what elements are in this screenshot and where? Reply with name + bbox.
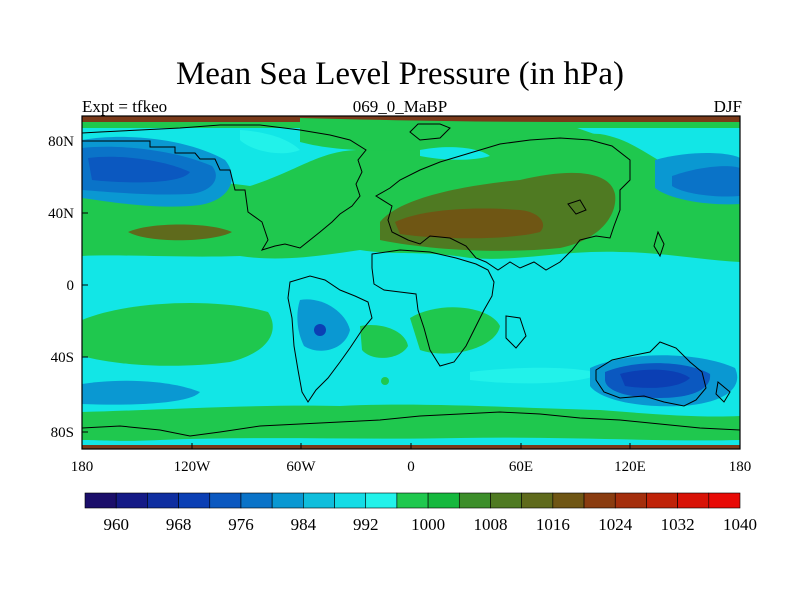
colorbar-swatch [521,492,554,509]
coast-australia [595,341,707,407]
map-tick-marks [81,140,741,449]
x-tick-180W: 180 [71,459,94,475]
colorbar-label-984: 984 [291,515,317,534]
colorbar-label-1040: 1040 [723,515,757,534]
colorbar-label-1008: 1008 [473,515,507,534]
colorbar-swatch [708,492,741,509]
colorbar-swatch [209,492,242,509]
colorbar-label-968: 968 [166,515,192,534]
chart-title: Mean Sea Level Pressure (in hPa) [175,56,625,92]
x-tick-120W: 120W [174,459,212,475]
colorbar-swatch [552,492,585,509]
colorbar-label-1032: 1032 [661,515,695,534]
field-arctic-green [300,118,600,151]
colorbar-label-992: 992 [353,515,379,534]
colorbar-swatch [334,492,367,509]
colorbar-swatch [614,492,647,509]
colorbar-swatch [303,492,335,509]
coastlines [82,123,740,437]
y-tick-80N: 80N [48,134,74,150]
coast-antarctica [82,411,740,437]
field-south-pacific-high [82,302,273,366]
colorbar-label-1016: 1016 [536,515,570,534]
coast-siberia-islands [567,199,587,215]
field-asia-brown [395,208,544,239]
y-tick-40N: 40N [48,206,74,222]
y-tick-0: 0 [67,278,75,294]
field-south-pacific-low [82,380,200,405]
coast-greenland [409,123,451,141]
coast-japan [653,230,665,258]
field-south-atlantic-low [297,299,350,351]
field-australia-low-core [620,369,690,388]
coast-eurasia [375,137,631,271]
field-indian-ocean-high [410,307,500,354]
coast-africa [371,249,495,367]
coast-south-america [287,275,373,403]
field-top-edge [82,116,740,122]
colorbar-label-960: 960 [103,515,129,534]
colorbar-swatch [490,492,522,509]
x-tick-60E: 60E [509,459,533,475]
colorbar-labels: 960 968 976 984 992 1000 1008 1016 1024 … [103,515,757,534]
field-pacific-low-core [88,156,190,183]
colorbar-swatch [427,492,460,509]
x-tick-0: 0 [407,459,415,475]
x-tick-180E: 180 [729,459,752,475]
colorbar-swatch [240,492,273,509]
field-atlantic-low-inner [672,166,740,197]
coast-north-america [82,124,367,251]
colorbar [84,492,741,509]
experiment-label: Expt = tfkeo [82,97,168,116]
y-tick-40S: 40S [51,350,74,366]
field-island-green-2 [381,377,389,385]
colorbar-swatch [84,492,117,509]
colorbar-swatch [147,492,179,509]
x-tick-120E: 120E [614,459,646,475]
coast-madagascar [505,315,527,349]
colorbar-swatch [271,492,304,509]
x-tick-60W: 60W [286,459,316,475]
field-arctic-cyan [240,130,300,154]
colorbar-swatch [396,492,429,509]
pressure-field [82,116,740,449]
field-south-green-band [82,404,740,441]
field-pacific-olive [128,224,232,241]
y-tick-80S: 80S [51,425,74,441]
colorbar-swatch [178,492,211,509]
colorbar-swatch [365,492,398,509]
season-label: DJF [713,97,742,116]
field-south-atlantic-high [360,324,408,358]
field-south-atlantic-low-core [314,324,326,336]
colorbar-label-1000: 1000 [411,515,445,534]
field-north-cyan [420,147,490,160]
colorbar-swatch [115,492,148,509]
colorbar-swatch [646,492,678,509]
coast-new-zealand [715,381,731,403]
colorbar-swatch [458,492,491,509]
field-island-green-1 [636,426,644,434]
colorbar-label-976: 976 [228,515,254,534]
period-label: 069_0_MaBP [352,97,448,116]
colorbar-swatch [677,492,710,509]
colorbar-swatch [583,492,616,509]
colorbar-label-1024: 1024 [598,515,633,534]
field-southern-ocean-cyan [470,367,600,384]
